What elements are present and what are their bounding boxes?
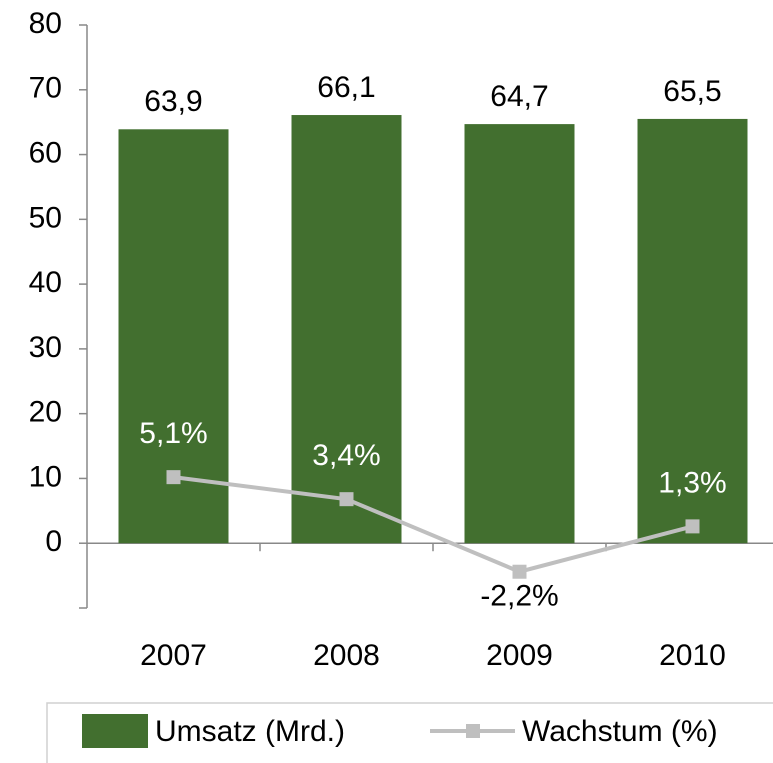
legend-label: Wachstum (%) xyxy=(522,715,718,748)
line-marker xyxy=(339,492,354,507)
legend-swatch xyxy=(82,714,148,748)
legend-swatch-marker xyxy=(466,724,480,738)
bar-value-label: 66,1 xyxy=(317,71,375,104)
legend-box xyxy=(46,702,773,763)
y-tick-label: 50 xyxy=(29,201,62,234)
y-tick-label: 20 xyxy=(29,396,62,429)
line xyxy=(173,475,694,574)
bar xyxy=(464,124,575,544)
line-value-label: -2,2% xyxy=(480,580,558,613)
y-tick-label: 0 xyxy=(45,525,62,558)
line-marker xyxy=(166,470,181,485)
bar xyxy=(637,118,748,544)
y-tick-label: 10 xyxy=(29,460,62,493)
legend-label: Umsatz (Mrd.) xyxy=(155,715,345,748)
x-tick-label: 2009 xyxy=(486,639,553,672)
bar xyxy=(291,115,402,544)
y-tick-label: 60 xyxy=(29,136,62,169)
x-tick-label: 2007 xyxy=(140,639,207,672)
line-marker xyxy=(685,519,700,534)
line-value-label: 1,3% xyxy=(658,466,726,499)
x-tick-label: 2010 xyxy=(659,639,726,672)
y-tick-label: 80 xyxy=(29,7,62,40)
line-value-label: 3,4% xyxy=(312,439,380,472)
y-tick-label: 70 xyxy=(29,72,62,105)
x-tick-label: 2008 xyxy=(313,639,380,672)
line-marker xyxy=(512,564,527,579)
bar-value-label: 65,5 xyxy=(663,75,721,108)
y-tick-label: 40 xyxy=(29,266,62,299)
bar-value-label: 63,9 xyxy=(144,85,202,118)
y-tick-label: 30 xyxy=(29,331,62,364)
bar-value-label: 64,7 xyxy=(490,80,548,113)
line-value-label: 5,1% xyxy=(139,417,207,450)
